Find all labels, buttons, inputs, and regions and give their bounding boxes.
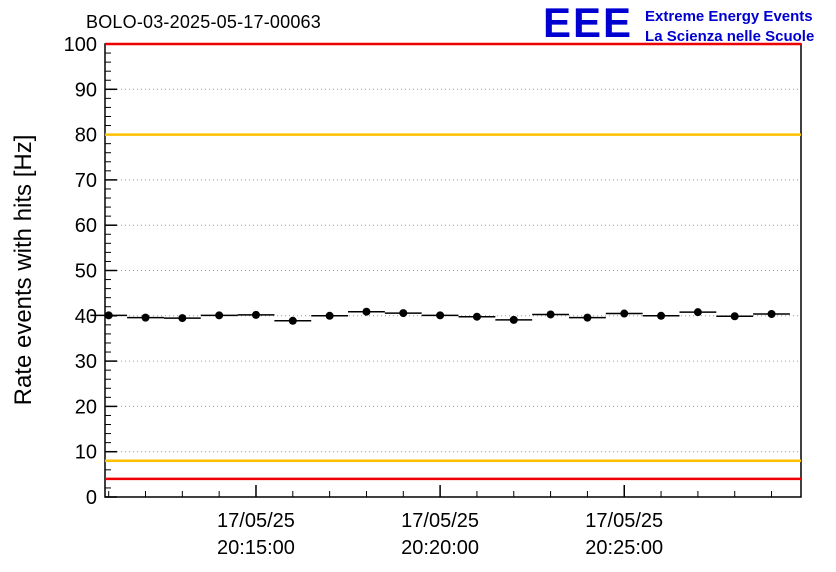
x-tick-date: 17/05/25 xyxy=(217,510,295,532)
data-point xyxy=(104,311,113,320)
y-tick-label: 60 xyxy=(75,215,97,237)
eee-logo-line1: Extreme Energy Events xyxy=(645,8,813,25)
y-tick-label: 70 xyxy=(75,170,97,192)
data-point xyxy=(693,308,702,317)
data-point xyxy=(509,315,518,324)
data-point xyxy=(472,312,481,321)
data-point xyxy=(620,309,629,318)
y-tick-label: 90 xyxy=(75,79,97,101)
y-tick-label: 80 xyxy=(75,125,97,147)
y-tick-label: 30 xyxy=(75,351,97,373)
x-tick-date: 17/05/25 xyxy=(401,510,479,532)
y-tick-label: 20 xyxy=(75,396,97,418)
data-point xyxy=(730,312,739,321)
data-point xyxy=(215,311,224,320)
eee-logo: EEE Extreme Energy Events La Scienza nel… xyxy=(543,0,814,47)
y-tick-label: 100 xyxy=(64,34,97,56)
data-point xyxy=(288,316,297,325)
data-point xyxy=(178,314,187,323)
data-point xyxy=(767,309,776,318)
x-tick-time: 20:15:00 xyxy=(217,537,295,559)
y-tick-label: 50 xyxy=(75,261,97,283)
data-point xyxy=(657,311,666,320)
data-point xyxy=(362,307,371,316)
eee-logo-text: Extreme Energy Events La Scienza nelle S… xyxy=(645,4,814,47)
data-point xyxy=(436,311,445,320)
x-tick-date: 17/05/25 xyxy=(585,510,663,532)
data-point xyxy=(399,309,408,318)
y-tick-label: 10 xyxy=(75,442,97,464)
x-tick-time: 20:20:00 xyxy=(401,537,479,559)
data-point xyxy=(325,311,334,320)
data-point xyxy=(251,310,260,319)
plot-title: BOLO-03-2025-05-17-00063 xyxy=(86,12,321,32)
eee-logo-acronym: EEE xyxy=(543,0,634,46)
data-point xyxy=(583,313,592,322)
data-point xyxy=(546,310,555,319)
y-tick-label: 0 xyxy=(86,487,97,509)
x-tick-time: 20:25:00 xyxy=(585,537,663,559)
data-point xyxy=(141,313,150,322)
eee-logo-line2: La Scienza nelle Scuole xyxy=(645,28,815,45)
y-tick-label: 40 xyxy=(75,306,97,328)
